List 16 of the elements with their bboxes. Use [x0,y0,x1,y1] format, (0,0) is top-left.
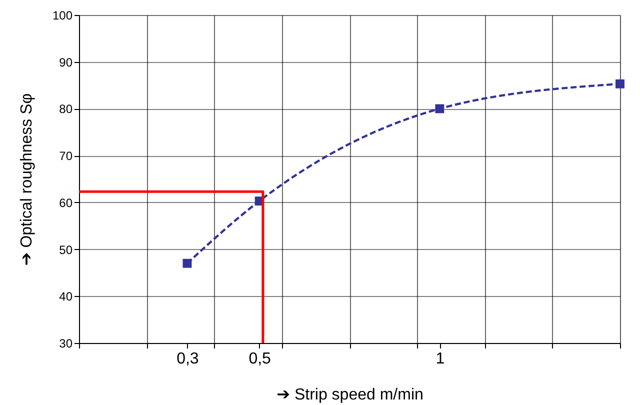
x-tick-label: 0,3 [176,350,199,368]
point [616,79,624,88]
y-tick-label: 100 [52,8,73,22]
y-axis-title: ➔ Optical roughness Sφ [18,93,36,266]
y-tick-label: 30 [59,336,73,350]
y-tick-label: 90 [59,55,73,70]
x-tick-label: 1 [436,350,445,368]
point [182,258,192,268]
y-tick-label: 70 [59,149,73,164]
y-tick-label: 80 [59,102,73,116]
x-tick-label: 0,5 [248,350,272,368]
x-axis-title: ➔ Strip speed m/min [276,386,424,404]
y-tick-label: 60 [59,196,73,210]
y-tick-label: 50 [59,242,73,257]
point [435,104,444,114]
y-tick-label: 40 [59,290,73,304]
